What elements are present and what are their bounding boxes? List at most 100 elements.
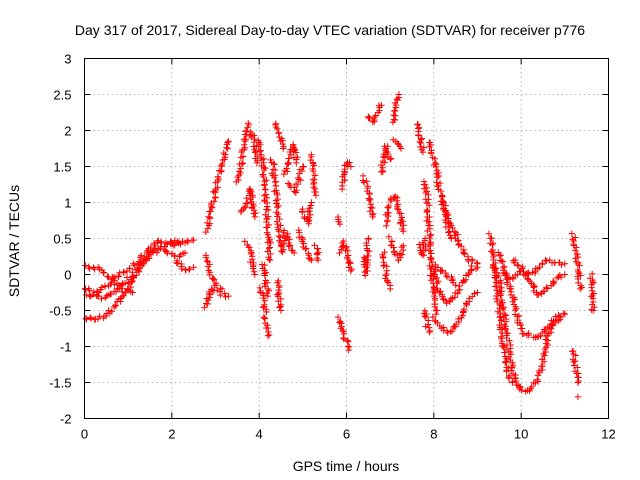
data-point — [267, 250, 274, 258]
data-point — [267, 239, 274, 247]
data-point — [525, 331, 532, 339]
data-point — [369, 204, 376, 212]
data-point — [503, 270, 510, 278]
data-point — [515, 312, 523, 320]
data-point — [295, 176, 303, 183]
data-point — [344, 337, 351, 344]
data-point — [138, 252, 145, 259]
data-point — [396, 250, 404, 257]
data-point — [121, 279, 129, 287]
data-point — [465, 271, 472, 278]
data-point — [260, 313, 267, 321]
data-point — [556, 313, 564, 320]
data-point — [263, 206, 270, 213]
data-point — [283, 165, 290, 172]
data-point — [134, 266, 141, 273]
data-point — [429, 154, 436, 161]
data-point — [442, 269, 449, 277]
data-point — [162, 248, 170, 255]
data-point — [346, 343, 353, 351]
data-point — [348, 265, 355, 273]
data-point — [247, 195, 254, 203]
data-point — [489, 241, 496, 248]
data-point — [130, 260, 137, 267]
data-point — [397, 145, 405, 152]
data-point — [383, 270, 390, 278]
data-point — [112, 301, 119, 309]
data-point — [244, 199, 251, 207]
data-point — [539, 362, 546, 370]
data-point — [263, 177, 270, 184]
data-point — [86, 265, 93, 272]
data-point — [515, 262, 522, 269]
data-point — [363, 178, 370, 185]
data-point — [222, 151, 229, 158]
data-point — [149, 248, 156, 255]
data-point — [387, 194, 395, 202]
data-point — [589, 298, 597, 306]
data-point — [543, 284, 550, 291]
data-point — [85, 285, 92, 292]
data-point — [543, 340, 550, 347]
data-point — [203, 295, 210, 302]
data-point — [105, 307, 112, 314]
data-point — [248, 249, 255, 256]
data-point — [461, 250, 468, 258]
data-point — [115, 272, 122, 280]
y-axis-title: SDTVAR / TECUs — [6, 185, 22, 297]
data-point — [415, 124, 423, 132]
data-point — [311, 242, 318, 249]
data-point — [242, 200, 250, 207]
data-point — [417, 143, 424, 151]
data-point — [360, 179, 368, 186]
data-point — [256, 148, 264, 155]
data-point — [571, 247, 579, 254]
data-point — [365, 235, 372, 242]
data-point — [86, 287, 93, 294]
data-point — [311, 172, 319, 179]
data-point — [311, 188, 318, 196]
data-point — [218, 285, 226, 293]
data-point — [211, 276, 218, 283]
data-point — [336, 249, 343, 257]
data-point — [444, 223, 452, 231]
data-point — [103, 292, 110, 300]
data-point — [346, 258, 353, 266]
data-point — [271, 174, 278, 182]
data-point — [434, 264, 442, 271]
data-point — [499, 299, 506, 306]
data-point — [334, 313, 342, 321]
data-point — [217, 168, 225, 175]
data-point — [347, 267, 355, 275]
data-point — [575, 268, 582, 276]
data-point — [365, 252, 372, 260]
data-point — [588, 306, 595, 313]
data-point — [292, 180, 300, 188]
data-point — [577, 272, 584, 279]
data-point — [190, 264, 197, 271]
data-point — [555, 312, 562, 319]
data-point — [398, 243, 405, 251]
data-point — [236, 160, 243, 168]
data-point — [576, 262, 583, 269]
data-point — [306, 205, 314, 212]
data-point — [395, 91, 403, 98]
data-point — [290, 184, 298, 191]
data-point — [499, 269, 507, 277]
data-point — [503, 281, 511, 288]
data-point — [361, 255, 368, 263]
data-point — [110, 275, 117, 282]
data-point — [286, 242, 294, 250]
data-point — [451, 228, 458, 235]
data-point — [276, 237, 283, 244]
data-point — [209, 275, 217, 282]
data-point — [383, 222, 390, 230]
data-point — [492, 264, 499, 272]
data-point — [301, 215, 308, 222]
data-point — [574, 364, 581, 371]
data-point — [170, 242, 178, 249]
data-point — [279, 145, 287, 152]
data-point — [253, 159, 261, 167]
data-point — [274, 204, 281, 211]
data-point — [251, 271, 258, 278]
